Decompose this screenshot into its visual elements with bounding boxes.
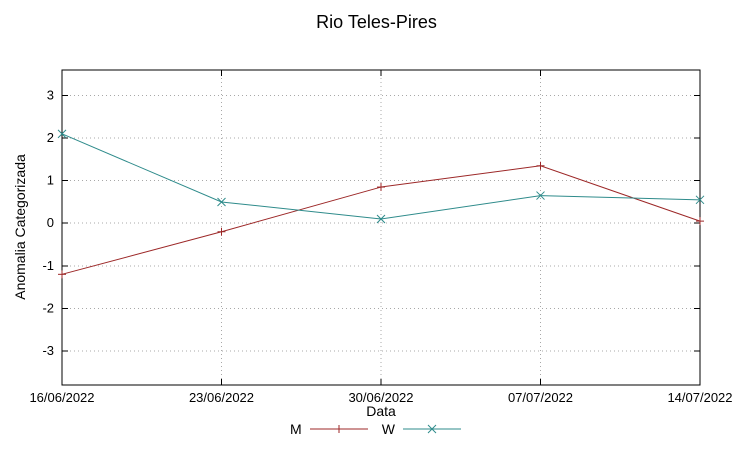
- x-tick-label: 16/06/2022: [29, 390, 94, 405]
- series-W-markers: [57, 129, 705, 224]
- x-tick-label: 07/07/2022: [508, 390, 573, 405]
- x-axis-label: Data: [366, 403, 396, 419]
- legend-item-M: M: [290, 421, 370, 437]
- y-tick-label: -1: [42, 258, 54, 273]
- legend-label-M: M: [290, 421, 302, 437]
- plot-border: [61, 69, 701, 386]
- legend-sample-W: [402, 424, 461, 434]
- y-tick-label: 2: [47, 130, 54, 145]
- y-tick-label: 0: [47, 215, 54, 230]
- x-tick-label: 14/07/2022: [667, 390, 732, 405]
- series-M-markers: [58, 161, 704, 279]
- chart-title: Rio Teles-Pires: [316, 12, 437, 32]
- legend-item-W: W: [382, 421, 463, 437]
- y-tick-label: -2: [42, 300, 54, 315]
- y-tick-label: -3: [42, 343, 54, 358]
- legend-label-W: W: [381, 421, 395, 437]
- legend-sample-M: [309, 425, 368, 433]
- x-tick-label: 23/06/2022: [189, 390, 254, 405]
- y-tick-label: 1: [47, 173, 54, 188]
- x-tick-label: 30/06/2022: [348, 390, 413, 405]
- y-tick-label: 3: [47, 88, 54, 103]
